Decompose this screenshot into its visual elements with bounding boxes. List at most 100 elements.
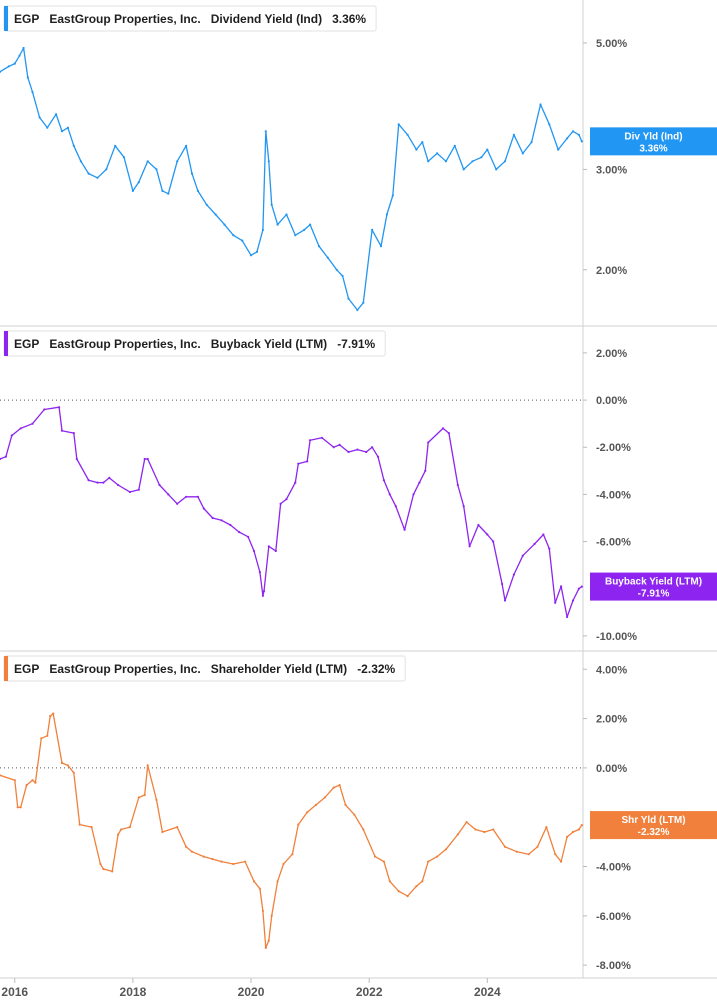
data-point [102, 481, 105, 484]
data-point [60, 130, 64, 133]
data-point [0, 774, 2, 777]
data-point [190, 850, 194, 853]
data-point [566, 615, 569, 619]
data-point [447, 432, 450, 435]
data-point [282, 862, 285, 866]
legend: EGP EastGroup Properties, Inc. Shareholder… [3, 655, 406, 682]
data-point [13, 62, 16, 65]
data-point [394, 505, 397, 508]
legend-swatch [4, 331, 8, 356]
data-point [436, 152, 439, 155]
data-point [38, 116, 41, 119]
data-point [114, 144, 117, 147]
x-tick-label: 2018 [120, 985, 147, 999]
data-point [424, 469, 427, 472]
y-tick-label: 3.00% [596, 164, 627, 176]
legend-value: -7.91% [337, 337, 375, 351]
data-point [332, 786, 335, 789]
data-point [356, 308, 359, 312]
data-point [462, 505, 465, 508]
data-point [60, 429, 64, 432]
data-point [335, 268, 338, 271]
data-point [270, 203, 273, 206]
y-tick-label: -4.00% [596, 489, 631, 501]
data-point [580, 585, 583, 588]
data-point [577, 828, 581, 831]
data-point [456, 483, 459, 487]
y-tick-label: 2.00% [596, 348, 627, 360]
data-point [267, 939, 270, 942]
data-point [571, 130, 575, 133]
data-point [306, 811, 309, 814]
data-point [314, 803, 318, 807]
data-point [72, 432, 75, 435]
data-point [185, 144, 188, 147]
data-point [444, 160, 448, 163]
data-point [167, 192, 170, 195]
data-point [297, 823, 300, 826]
data-point [31, 779, 34, 782]
data-point [232, 234, 235, 237]
data-point [294, 481, 297, 484]
data-point [137, 796, 140, 799]
data-point [167, 493, 170, 496]
data-point [503, 845, 507, 848]
data-point [255, 250, 258, 253]
legend-metric: Dividend Yield (Ind) [211, 12, 322, 26]
y-tick-label: 2.00% [596, 714, 627, 726]
data-point [347, 450, 350, 454]
value-tag-box [590, 811, 717, 840]
data-point [406, 895, 409, 898]
data-point [388, 880, 391, 883]
data-point [571, 599, 575, 602]
data-point [427, 441, 430, 444]
data-point [267, 160, 270, 163]
data-point [249, 254, 253, 257]
data-point [456, 833, 459, 836]
data-point [202, 855, 205, 858]
data-point [18, 54, 21, 57]
data-point [539, 103, 542, 106]
value-tag: Div Yld (Ind)3.36% [590, 127, 717, 156]
data-point [548, 547, 551, 550]
data-point [306, 460, 309, 463]
data-point [415, 885, 418, 888]
data-point [391, 194, 394, 197]
data-point [111, 870, 114, 873]
data-point [26, 76, 29, 79]
series-line [0, 47, 583, 311]
data-point [155, 798, 158, 802]
y-tick-label: -8.00% [596, 960, 631, 972]
value-tag: Shr Yld (LTM)-2.32% [590, 811, 717, 840]
data-point [486, 148, 489, 151]
data-point [344, 803, 347, 807]
panel-3: 4.00% 2.00% 0.00% -4.00% -6.00% -8.00% EGP East… [0, 650, 717, 972]
x-tick-label: 2022 [356, 985, 383, 999]
data-point [261, 909, 264, 913]
data-point [262, 590, 266, 593]
data-point [427, 160, 430, 163]
data-point [554, 853, 557, 856]
data-point [554, 601, 557, 604]
data-point [96, 481, 99, 484]
value-tag-label: Shr Yld (LTM) [621, 815, 685, 826]
value-tag-value: 3.36% [639, 143, 667, 154]
data-point [264, 946, 267, 950]
x-tick-label: 2024 [474, 985, 501, 999]
data-point [274, 549, 277, 553]
data-point [117, 483, 120, 487]
data-point [276, 880, 279, 883]
data-point [258, 571, 261, 574]
value-tag-label: Buyback Yield (LTM) [605, 577, 702, 588]
data-point [31, 91, 34, 94]
data-point [341, 274, 344, 278]
data-point [211, 516, 214, 520]
data-point [261, 228, 264, 231]
data-point [158, 483, 161, 487]
data-point [294, 234, 297, 237]
data-point [102, 867, 105, 871]
data-point [279, 502, 282, 505]
data-point [332, 446, 335, 449]
data-point [202, 507, 205, 510]
